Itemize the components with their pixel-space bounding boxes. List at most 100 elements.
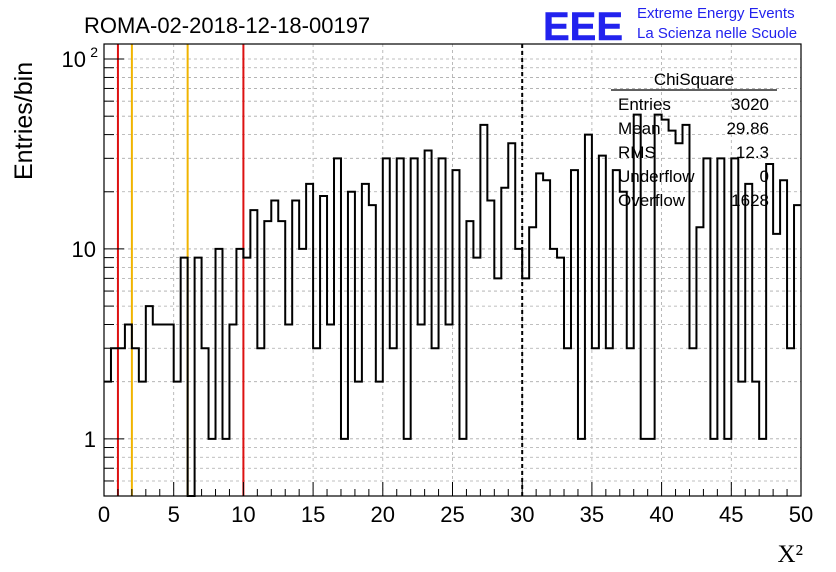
histogram-bin <box>578 439 585 496</box>
histogram-bin <box>557 258 564 496</box>
histogram-bin <box>529 227 536 496</box>
histogram-bin <box>494 278 501 496</box>
histogram-bin <box>264 221 271 496</box>
x-tick-label: 45 <box>719 502 743 527</box>
histogram-bin <box>766 164 773 496</box>
stats-label: Entries <box>618 95 671 114</box>
y-tick-exponent: 2 <box>90 44 98 60</box>
x-tick-label: 40 <box>649 502 673 527</box>
x-tick-label: 50 <box>789 502 813 527</box>
histogram-bin <box>257 348 264 496</box>
histogram-bin <box>153 325 160 496</box>
histogram-bin <box>271 200 278 496</box>
histogram-bin <box>425 150 432 496</box>
histogram-bin <box>759 439 766 496</box>
histogram-bin <box>585 135 592 496</box>
histogram-bin <box>522 278 529 496</box>
histogram-bin <box>794 205 801 496</box>
histogram-bin <box>745 184 752 496</box>
histogram-bin <box>125 325 132 496</box>
histogram-bin <box>383 158 390 496</box>
histogram-bin <box>411 158 418 496</box>
histogram-bin <box>571 170 578 496</box>
histogram-bin <box>334 158 341 496</box>
histogram-bin <box>139 382 146 496</box>
stats-box: ChiSquare Entries 3020 Mean 29.86 RMS 12.3 Und… <box>611 70 777 210</box>
histogram-bin <box>404 439 411 496</box>
histogram-bin <box>229 325 236 496</box>
histogram-bin <box>724 439 731 496</box>
histogram-bin <box>320 196 327 496</box>
histogram-bin <box>710 439 717 496</box>
histogram-bin <box>439 158 446 496</box>
histogram-bin <box>787 348 794 496</box>
histogram-bin <box>216 249 223 496</box>
stats-label: Overflow <box>618 191 686 210</box>
x-tick-label: 5 <box>168 502 180 527</box>
histogram-bin <box>752 382 759 496</box>
histogram-bin <box>111 348 118 496</box>
histogram-bin <box>181 258 188 496</box>
histogram-bin <box>362 184 369 496</box>
stats-label: RMS <box>618 143 656 162</box>
y-tick-label: 10 <box>62 47 86 72</box>
histogram-bin <box>132 348 139 496</box>
histogram-bin <box>327 325 334 496</box>
stats-title: ChiSquare <box>654 70 734 89</box>
grid <box>104 44 801 497</box>
histogram-bin <box>278 221 285 496</box>
histogram-bin <box>236 249 243 496</box>
y-axis-label: Entries/bin <box>10 62 38 180</box>
org-subtitle: La Scienza nelle Scuole <box>637 25 797 42</box>
stats-value: 1628 <box>731 191 769 210</box>
histogram-bin <box>160 325 167 496</box>
chart-title: ROMA-02-2018-12-18-00197 <box>84 13 370 38</box>
histogram-outline <box>104 113 801 497</box>
x-tick-label: 0 <box>98 502 110 527</box>
histogram-bin <box>202 348 209 496</box>
stats-value: 29.86 <box>726 119 769 138</box>
histogram-bin <box>627 348 634 496</box>
histogram-bin <box>453 170 460 496</box>
histogram-bin <box>209 439 216 496</box>
histogram-bin <box>648 439 655 496</box>
x-tick-label: 10 <box>231 502 255 527</box>
histogram-bin <box>459 439 466 496</box>
x-tick-label: 25 <box>440 502 464 527</box>
histogram-bin <box>717 158 724 496</box>
histogram-bin <box>480 125 487 496</box>
histogram-bin <box>390 348 397 496</box>
y-tick-label: 1 <box>84 427 96 452</box>
histogram-bin <box>285 325 292 496</box>
histogram-bin <box>355 382 362 496</box>
histogram-bin <box>703 158 710 496</box>
histogram-bin <box>299 249 306 496</box>
histogram-bin <box>243 258 250 496</box>
y-tick-label: 10 <box>72 237 96 262</box>
histogram-bin <box>348 192 355 496</box>
histogram-bin <box>195 258 202 496</box>
histogram-bin <box>780 180 787 496</box>
x-tick-label: 20 <box>371 502 395 527</box>
histogram-bin <box>397 158 404 496</box>
x-tick-label: 15 <box>301 502 325 527</box>
histogram-bin <box>773 234 780 496</box>
histogram-bin <box>599 156 606 496</box>
histogram-bin <box>146 306 153 496</box>
x-tick-label: 30 <box>510 502 534 527</box>
histogram-bin <box>564 348 571 496</box>
histogram-bin <box>606 348 613 496</box>
histogram-bin <box>515 249 522 496</box>
histogram-bin <box>174 382 181 496</box>
histogram-bin <box>432 348 439 496</box>
histogram-bin <box>696 227 703 496</box>
histogram-bin <box>620 192 627 496</box>
histogram-bin <box>167 325 174 496</box>
histogram-bin <box>550 249 557 496</box>
histogram-bin <box>250 210 257 496</box>
histogram-bin <box>501 188 508 496</box>
histogram-bin <box>543 180 550 496</box>
histogram-bin <box>446 325 453 496</box>
